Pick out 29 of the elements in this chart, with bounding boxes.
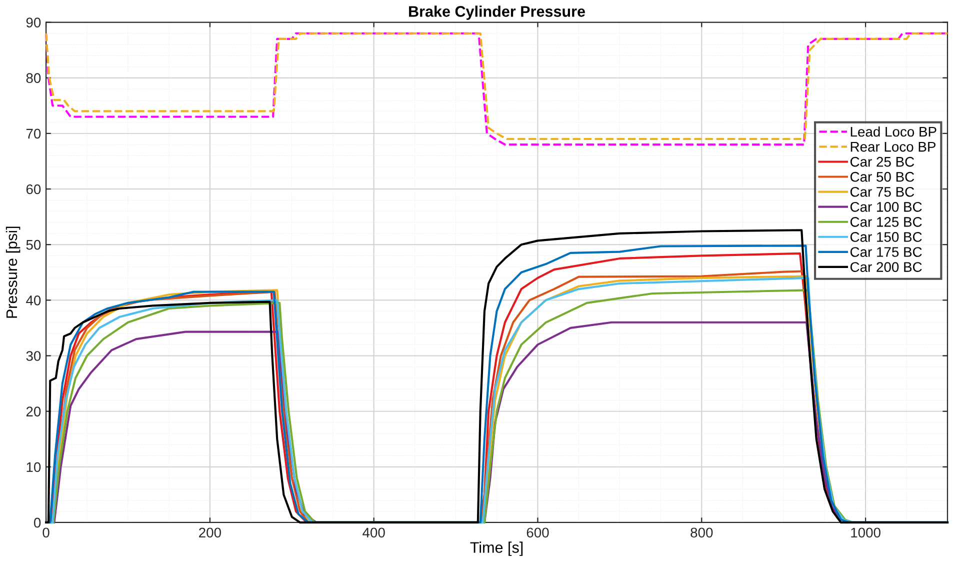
y-tick-label: 80 [26, 73, 41, 84]
chart-title: Brake Cylinder Pressure [409, 6, 585, 20]
y-tick-label: 60 [26, 184, 41, 194]
y-tick-label: 0 [34, 518, 41, 528]
legend-label: Car 25 BC [850, 156, 914, 167]
x-tick-label: 200 [199, 528, 221, 538]
y-axis-title: Pressure [psi] [6, 226, 20, 318]
legend-label: Car 100 BC [850, 202, 922, 212]
y-tick-label: 70 [26, 128, 41, 139]
legend-label: Lead Loco BP [850, 126, 936, 137]
legend-label: Car 175 BC [850, 247, 922, 257]
x-axis-title: Time [s] [470, 542, 523, 556]
y-tick-label: 30 [26, 351, 41, 361]
y-tick-label: 40 [26, 295, 41, 306]
x-tick-label: 1000 [851, 528, 880, 538]
legend-label: Car 50 BC [850, 172, 914, 182]
legend-label: Car 125 BC [850, 217, 922, 227]
legend-label: Car 200 BC [850, 262, 922, 272]
x-tick-label: 800 [690, 528, 713, 538]
y-tick-label: 20 [26, 406, 41, 416]
y-tick-label: 10 [26, 462, 41, 472]
x-tick-label: 600 [526, 528, 549, 538]
y-tick-label: 50 [26, 240, 41, 250]
x-tick-label: 400 [362, 528, 385, 538]
legend-label: Rear Loco BP [850, 142, 936, 152]
legend-label: Car 150 BC [850, 232, 922, 242]
x-tick-label: 0 [42, 528, 50, 538]
y-tick-label: 90 [26, 18, 41, 28]
legend-label: Car 75 BC [850, 186, 914, 197]
